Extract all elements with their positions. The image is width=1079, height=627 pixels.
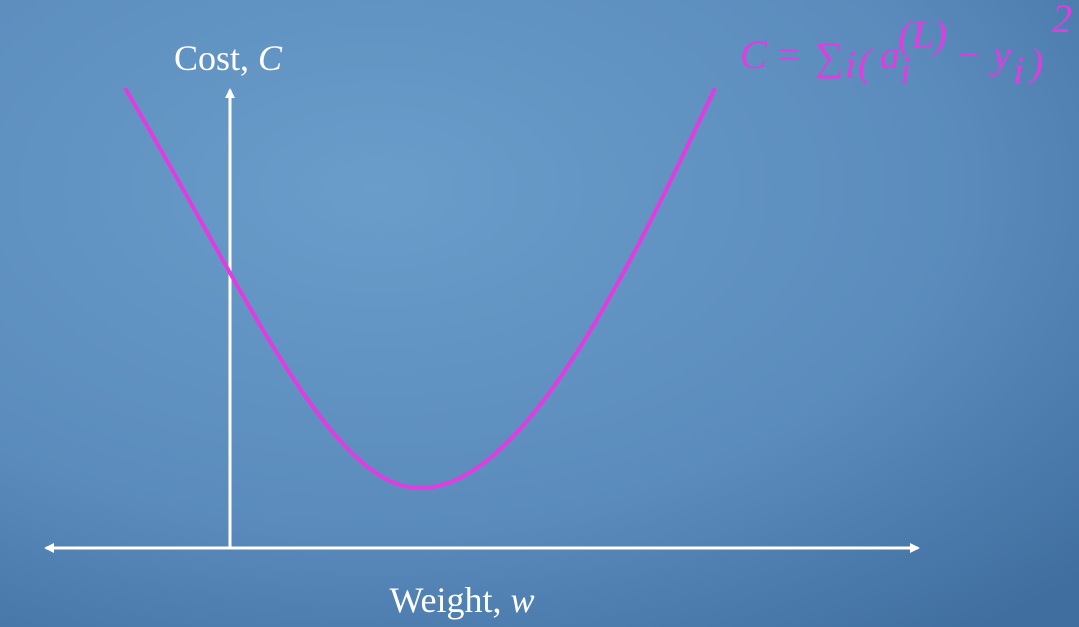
cost-curve bbox=[123, 86, 717, 491]
x-axis-label: Weight, w bbox=[389, 580, 534, 620]
formula-lhs: C bbox=[740, 32, 768, 77]
formula-sum-index: i bbox=[845, 42, 856, 87]
formula-exponent: 2 bbox=[1052, 0, 1072, 41]
formula-a: a bbox=[880, 32, 900, 77]
formula: C = ∑ i ( a i (L) − y i ) 2 bbox=[740, 0, 1072, 93]
formula-y: y bbox=[989, 32, 1011, 77]
formula-sum: ∑ bbox=[815, 34, 844, 79]
formula-equals: = bbox=[775, 32, 802, 77]
y-axis-variable: C bbox=[258, 38, 283, 78]
formula-a-index: i bbox=[900, 48, 911, 93]
y-axis-label: Cost, C bbox=[174, 38, 283, 78]
formula-open: ( bbox=[858, 40, 874, 85]
formula-a-superscript: (L) bbox=[898, 12, 947, 57]
x-axis-label-text: Weight, bbox=[389, 580, 501, 620]
formula-close: ) bbox=[1028, 40, 1043, 85]
y-axis-label-text: Cost, bbox=[174, 38, 249, 78]
formula-minus: − bbox=[955, 32, 982, 77]
formula-y-index: i bbox=[1013, 48, 1024, 93]
x-axis-variable: w bbox=[511, 580, 535, 620]
